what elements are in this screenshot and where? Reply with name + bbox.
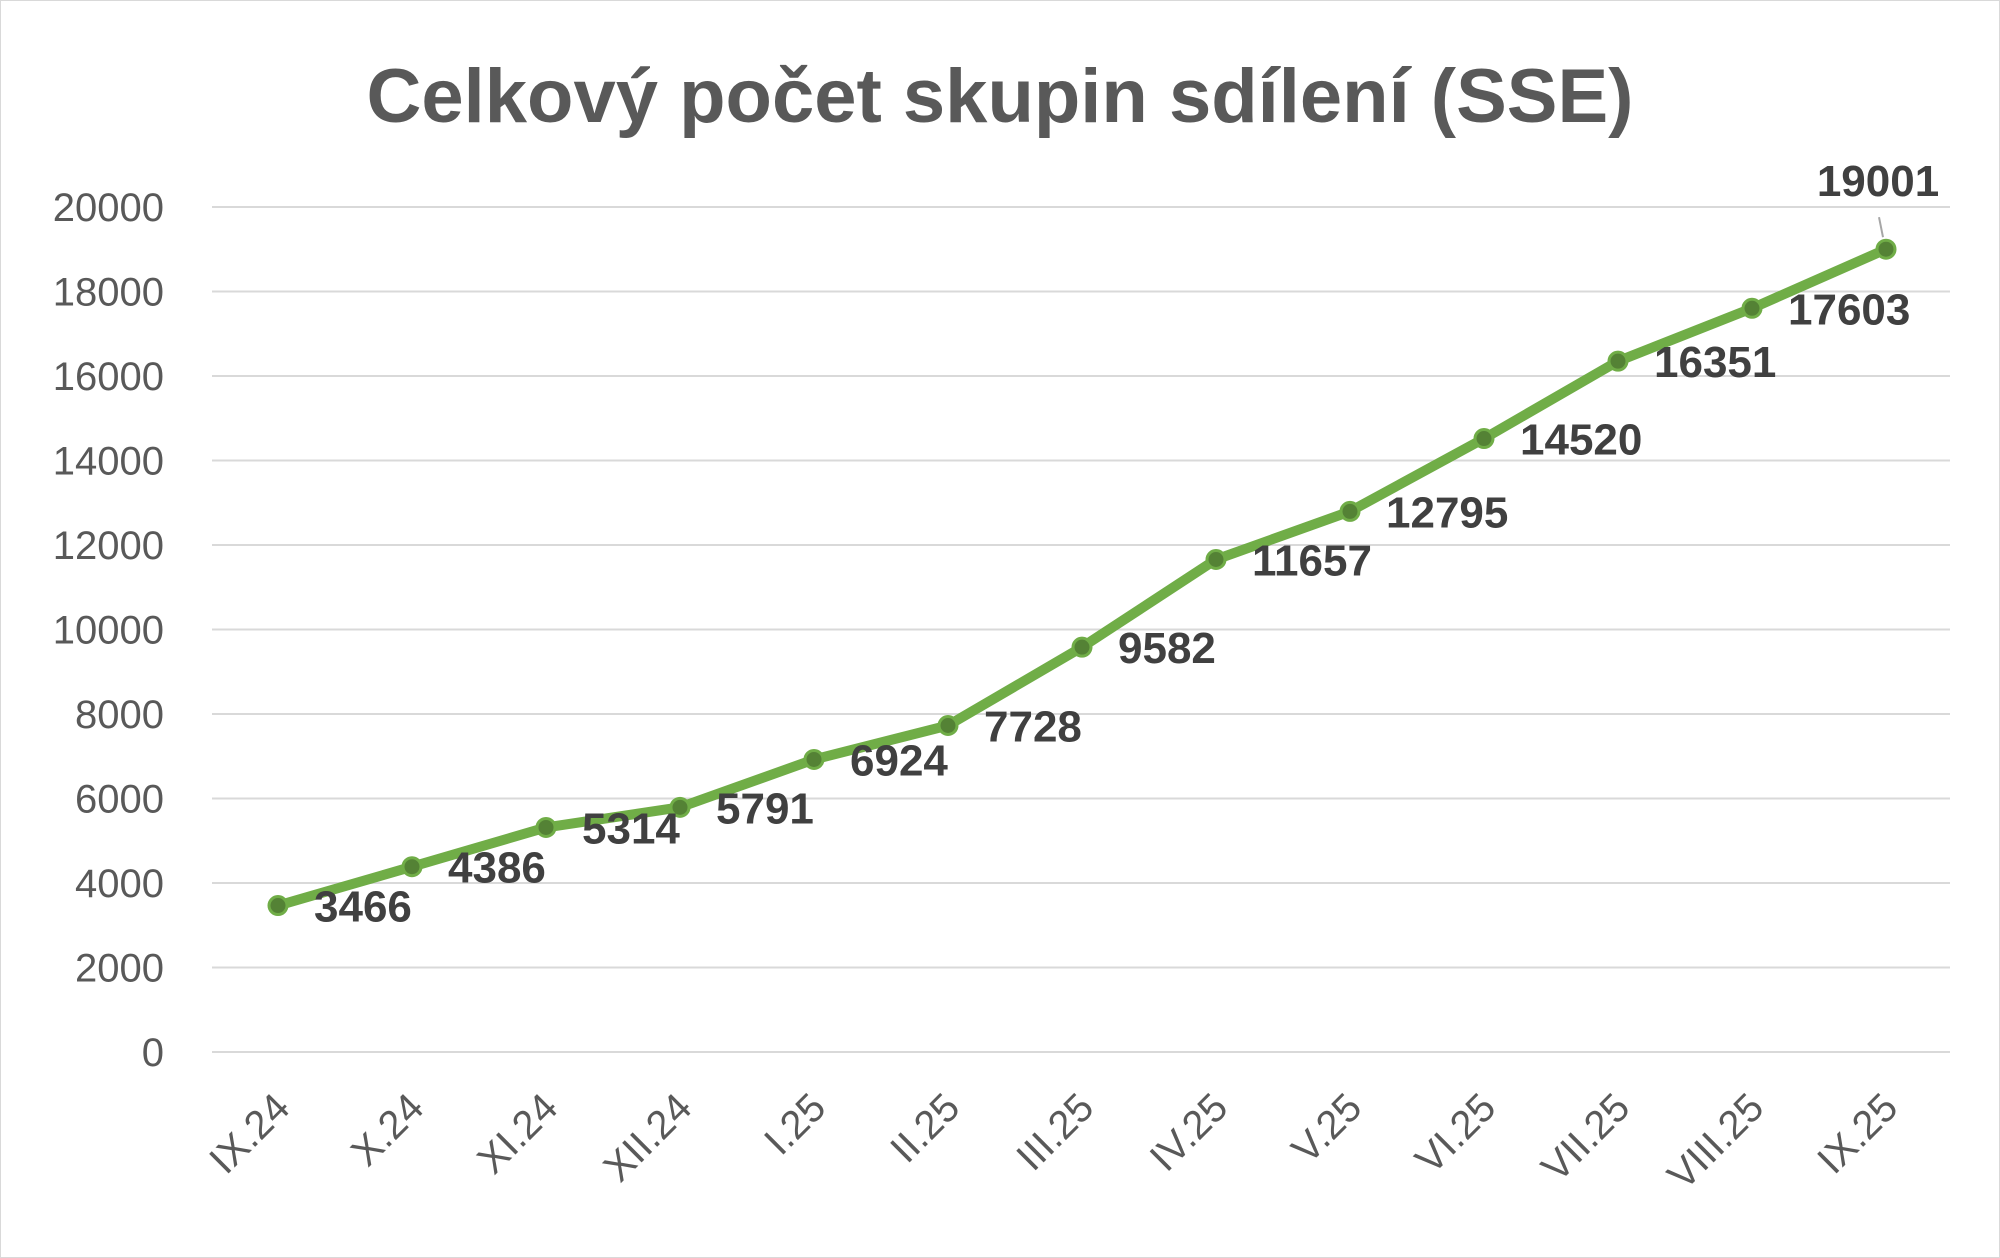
data-label: 17603 [1788, 285, 1910, 334]
data-label: 11657 [1252, 536, 1372, 585]
data-point [535, 816, 557, 838]
y-tick-label: 14000 [53, 440, 164, 484]
chart-title: Celkový počet skupin sdílení (SSE) [367, 54, 1634, 139]
x-tick-label: VI.25 [1407, 1085, 1504, 1182]
data-point [1473, 428, 1495, 450]
data-point [1205, 548, 1227, 570]
data-point [1875, 238, 1897, 260]
data-label: 14520 [1520, 416, 1642, 465]
y-tick-label: 0 [142, 1031, 164, 1075]
data-label: 5791 [716, 784, 814, 833]
x-tick-label: IV.25 [1142, 1085, 1237, 1180]
y-tick-label: 12000 [53, 524, 164, 568]
x-tick-label: X.24 [343, 1085, 432, 1174]
series-path [273, 244, 1891, 911]
data-label: 4386 [448, 844, 546, 893]
data-labels: 3466 4386 5314 5791 6924 7728 9582 11657 1279514… [314, 157, 1939, 931]
x-tick-label: IX.25 [1809, 1085, 1906, 1182]
y-tick-label: 20000 [53, 186, 164, 230]
data-label: 7728 [984, 702, 1082, 751]
y-tick-label: 16000 [53, 355, 164, 399]
x-tick-label: IX.24 [201, 1085, 298, 1182]
y-tick-label: 4000 [75, 862, 164, 906]
data-point [669, 796, 691, 818]
data-label: 5314 [582, 804, 680, 853]
y-tick-label: 8000 [75, 693, 164, 737]
x-tick-label: I.25 [756, 1085, 834, 1163]
x-tick-label: V.25 [1284, 1085, 1371, 1172]
gridlines [212, 206, 1950, 1053]
x-tick-label: VII.25 [1533, 1085, 1638, 1190]
y-tick-label: 10000 [53, 609, 164, 653]
data-point [1071, 636, 1093, 658]
y-tick-label: 18000 [53, 271, 164, 315]
x-tick-label: XI.24 [469, 1085, 566, 1182]
data-point [267, 895, 289, 917]
data-label: 6924 [850, 736, 948, 785]
x-axis-ticks: IX.24 X.24 XI.24 XII.24 I.25 II.25 III.25 IV.25… [201, 1085, 1906, 1198]
data-label: 12795 [1386, 488, 1508, 537]
data-label: 16351 [1654, 338, 1776, 387]
data-point [1741, 297, 1763, 319]
data-point [937, 714, 959, 736]
y-tick-label: 2000 [75, 947, 164, 991]
x-tick-label: III.25 [1008, 1085, 1102, 1179]
y-axis-ticks: 0 2000 4000 6000 8000 10000 12000 14000 16000 180… [53, 186, 164, 1075]
data-point [401, 856, 423, 878]
x-tick-label: II.25 [882, 1085, 968, 1171]
data-point [1607, 350, 1629, 372]
data-label: 3466 [314, 883, 412, 932]
y-tick-label: 6000 [75, 778, 164, 822]
data-label: 9582 [1118, 624, 1216, 673]
data-label: 19001 [1817, 157, 1939, 206]
series-line [267, 238, 1897, 917]
x-tick-label: VIII.25 [1659, 1085, 1772, 1198]
x-tick-label: XII.24 [595, 1085, 700, 1190]
data-point [1339, 500, 1361, 522]
data-point [803, 748, 825, 770]
leader-line [1878, 217, 1884, 238]
